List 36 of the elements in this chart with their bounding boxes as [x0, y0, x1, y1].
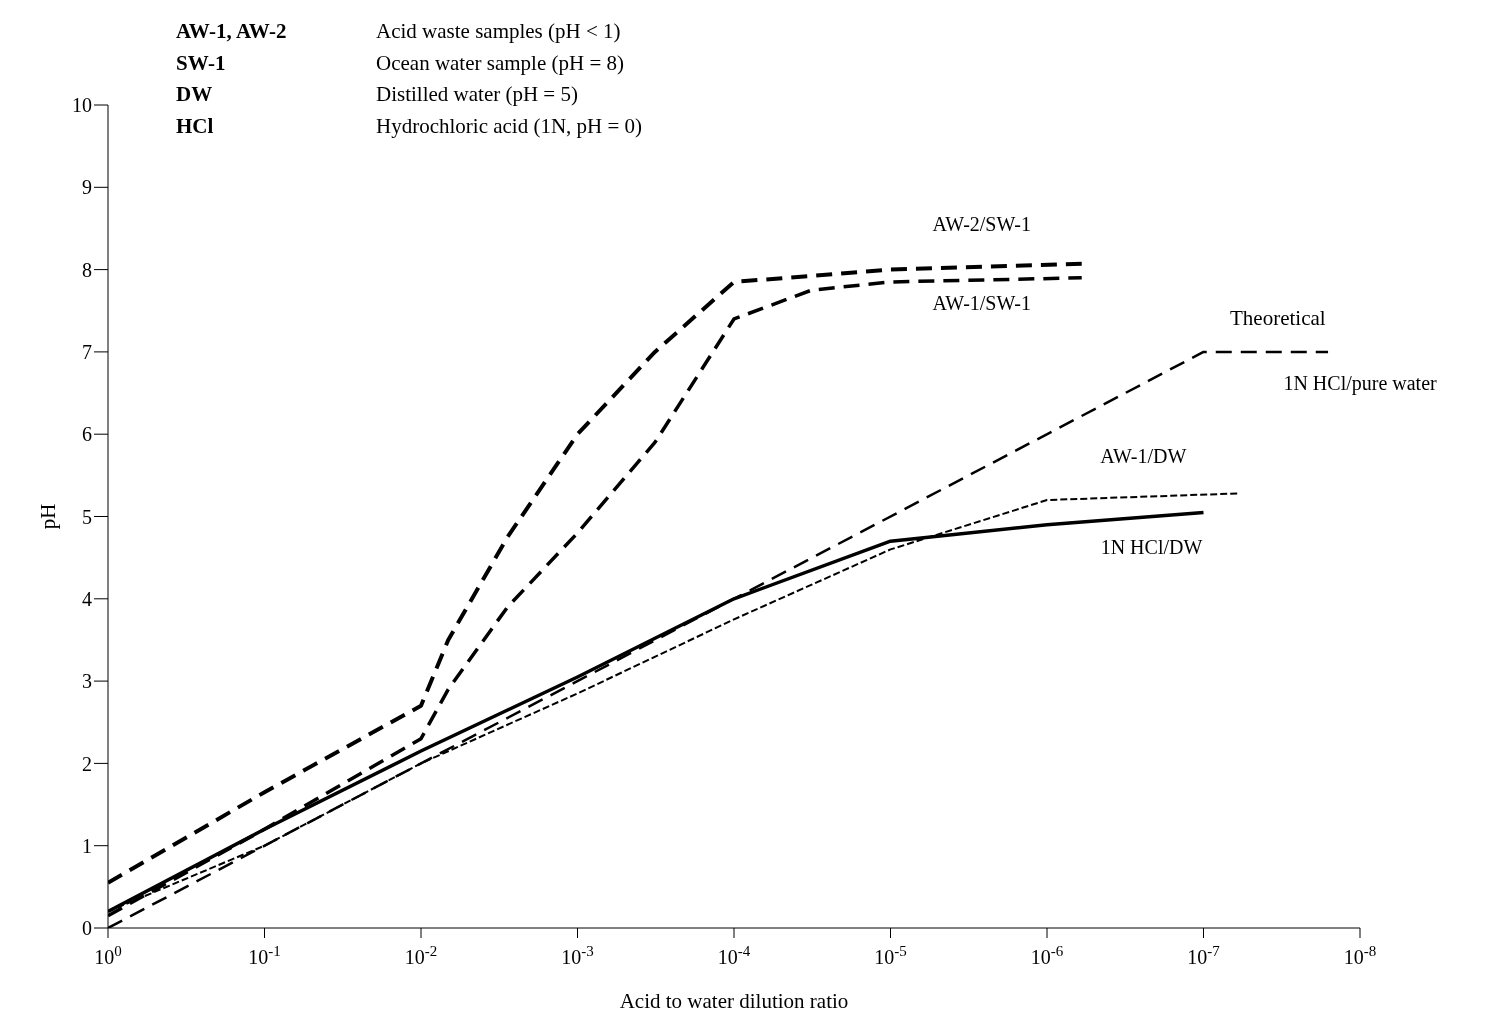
x-tick-label: 10$^{-7}$: [1187, 943, 1221, 968]
x-tick-label: 10$^{-1}$: [248, 943, 281, 968]
series-label: AW-2/SW-1: [932, 212, 1031, 235]
y-tick-label: 2: [82, 752, 92, 775]
x-tick-label: 10$^{0}$: [94, 943, 122, 968]
series-label: AW-1/SW-1: [932, 291, 1031, 314]
y-tick-label: 9: [82, 176, 92, 199]
series-label: 1N HCl/DW: [1100, 536, 1203, 559]
annotation: Hydrochloric acid (1N, pH = 0): [376, 112, 643, 140]
annotation: DW: [176, 81, 214, 108]
x-tick-label: 10$^{-5}$: [874, 943, 907, 968]
annotation: Distilled water (pH = 5): [376, 81, 579, 108]
y-tick-label: 1: [82, 834, 92, 857]
y-tick-label: 8: [82, 258, 92, 281]
annotation: HCl: [176, 112, 215, 140]
y-tick-label: 3: [82, 670, 92, 693]
x-tick-label: 10$^{-3}$: [561, 943, 594, 968]
x-tick-label: 10$^{-6}$: [1030, 943, 1064, 968]
y-tick-label: 6: [82, 423, 92, 446]
x-tick-label: 10$^{-8}$: [1343, 943, 1377, 968]
text: SW-1: [176, 49, 227, 77]
y-tick-label: 10: [72, 94, 92, 117]
text: Acid waste samples (pH < 1): [376, 18, 622, 45]
series-label: 1N HCl/pure water: [1283, 371, 1438, 395]
text: Ocean water sample (pH = 8): [376, 49, 625, 77]
text: AW-1, AW-2: [176, 18, 288, 45]
y-axis-title: pH: [36, 503, 61, 530]
x-axis-title: Acid to water dilution ratio: [619, 989, 849, 1013]
y-tick-label: 5: [82, 505, 92, 528]
y-tick-label: 4: [82, 587, 92, 610]
x-tick-label: 10$^{-2}$: [404, 943, 438, 968]
annotation: Theoretical: [1230, 306, 1326, 331]
y-tick-label: 7: [82, 341, 92, 363]
x-tick-label: 10$^{-4}$: [717, 943, 751, 968]
series-label: AW-1/DW: [1100, 445, 1187, 468]
y-tick-label: 0: [82, 917, 92, 940]
